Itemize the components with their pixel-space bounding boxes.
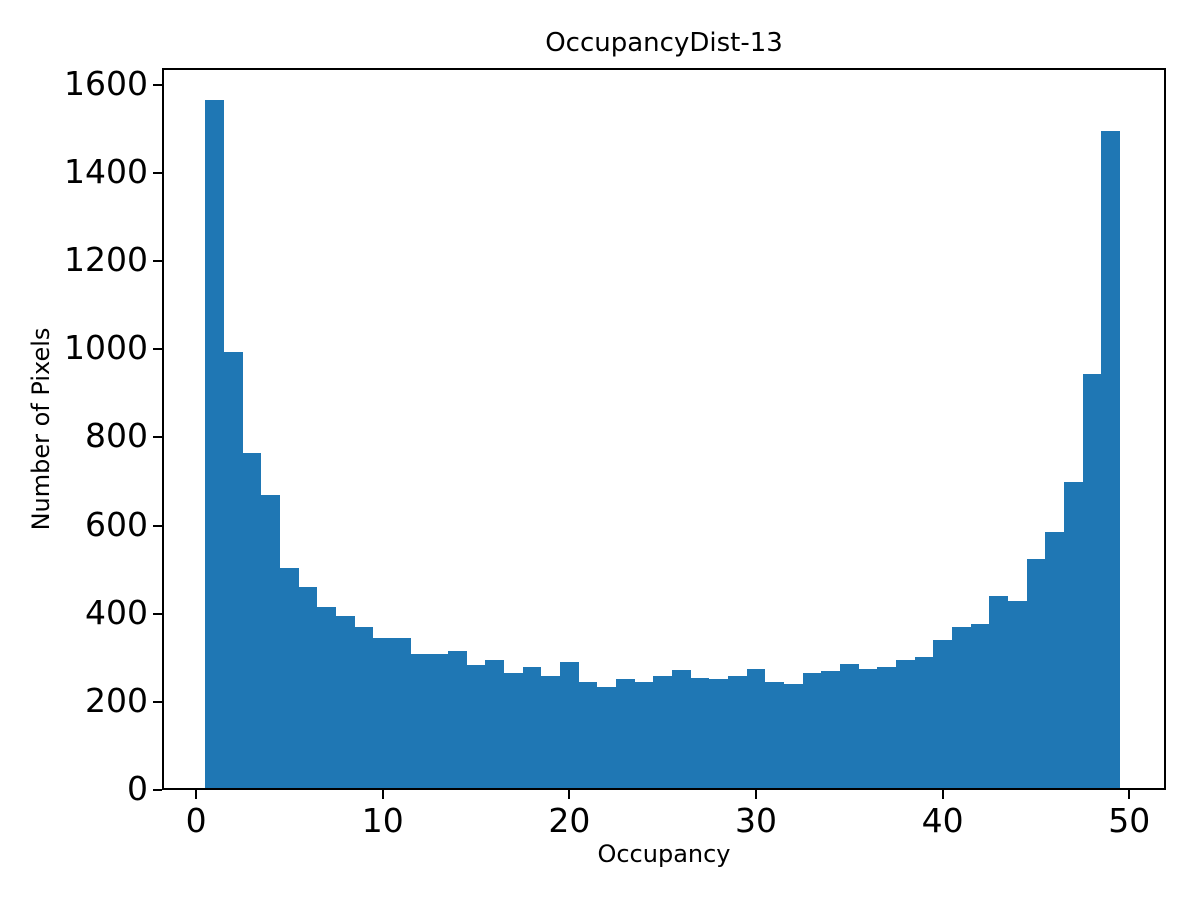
histogram-bar [298,587,318,788]
histogram-bar [242,453,262,788]
histogram-bar [448,651,467,788]
x-axis-tick-label: 20 [548,801,591,840]
histogram-bar [1101,131,1120,788]
histogram-bar [728,676,747,788]
y-axis-tick [153,348,162,351]
histogram-bar [783,683,803,788]
histogram-bar [970,624,990,788]
x-axis-tick-label: 50 [1108,801,1151,840]
y-axis-tick-label: 1400 [64,152,148,192]
histogram-bar [1045,532,1064,788]
chart-title: OccupancyDist-13 [545,28,783,58]
histogram-bar [522,666,542,788]
histogram-bar [224,351,243,788]
histogram-bar [280,567,299,788]
histogram-bar [317,607,337,788]
y-axis-tick-label: 800 [85,416,148,456]
x-axis-tick-label: 40 [921,801,964,840]
histogram-bar [1007,600,1027,788]
histogram-bar [765,682,784,788]
histogram-bar [1063,481,1083,788]
x-axis-tick-label: 30 [735,801,777,840]
histogram-bar [746,669,766,788]
histogram-bar [933,640,952,788]
y-axis-tick-label: 1200 [64,240,148,280]
histogram-bar [653,675,673,788]
histogram-bar [597,686,617,788]
y-axis-tick [153,612,162,615]
histogram-bar [373,638,393,788]
histogram-bar [877,666,896,788]
x-axis-tick [755,790,757,799]
histogram-bar [634,682,654,788]
histogram-bar [839,664,859,788]
histogram-bar [205,100,225,788]
histogram-bar [485,660,505,788]
y-axis-tick-label: 200 [85,681,148,721]
histogram-bar [578,682,598,788]
histogram-bar [392,638,411,788]
x-axis-tick [941,790,944,799]
histogram-bar [672,670,691,788]
histogram-bar [504,673,523,788]
x-axis-tick-label: 0 [185,801,207,840]
histogram-bar [410,653,430,788]
histogram-bar [354,627,374,788]
histogram-bar [1026,558,1046,788]
histogram-bar [560,662,579,788]
histogram-bar [858,668,878,788]
histogram-bar [709,678,728,788]
histogram-bar [690,677,710,788]
histogram-bar [1082,373,1102,788]
histogram-bar [466,664,486,788]
y-axis-tick [153,789,162,791]
histogram-bar [895,659,915,788]
y-axis-tick-label: 600 [85,504,148,544]
y-axis-tick [153,260,162,263]
histogram-bar [261,494,281,788]
y-axis-tick [153,700,162,703]
histogram-bar [821,670,840,788]
x-axis-tick [381,790,384,799]
x-axis-tick [195,790,198,799]
histogram-bar [802,672,822,788]
histogram-bar [951,627,971,788]
y-axis-tick-label: 400 [85,592,148,632]
y-axis-tick [153,524,162,527]
y-axis-tick [153,436,162,439]
y-axis-tick [153,83,162,86]
plot-area [162,68,1166,790]
y-axis-tick-label: 0 [127,769,148,809]
histogram-bar [541,675,561,788]
y-axis-tick-label: 1000 [64,328,148,368]
y-axis-tick-label: 1600 [64,63,148,103]
x-axis-tick-label: 10 [361,801,404,840]
x-axis-tick [1128,790,1131,799]
histogram-bar [429,653,449,788]
y-axis-tick [153,171,162,174]
histogram-bar [616,678,635,788]
x-axis-tick [568,790,571,799]
histogram-bar [914,657,934,788]
histogram-bar [336,616,355,788]
x-axis-label: Occupancy [597,840,731,868]
histogram-bar [989,595,1008,788]
